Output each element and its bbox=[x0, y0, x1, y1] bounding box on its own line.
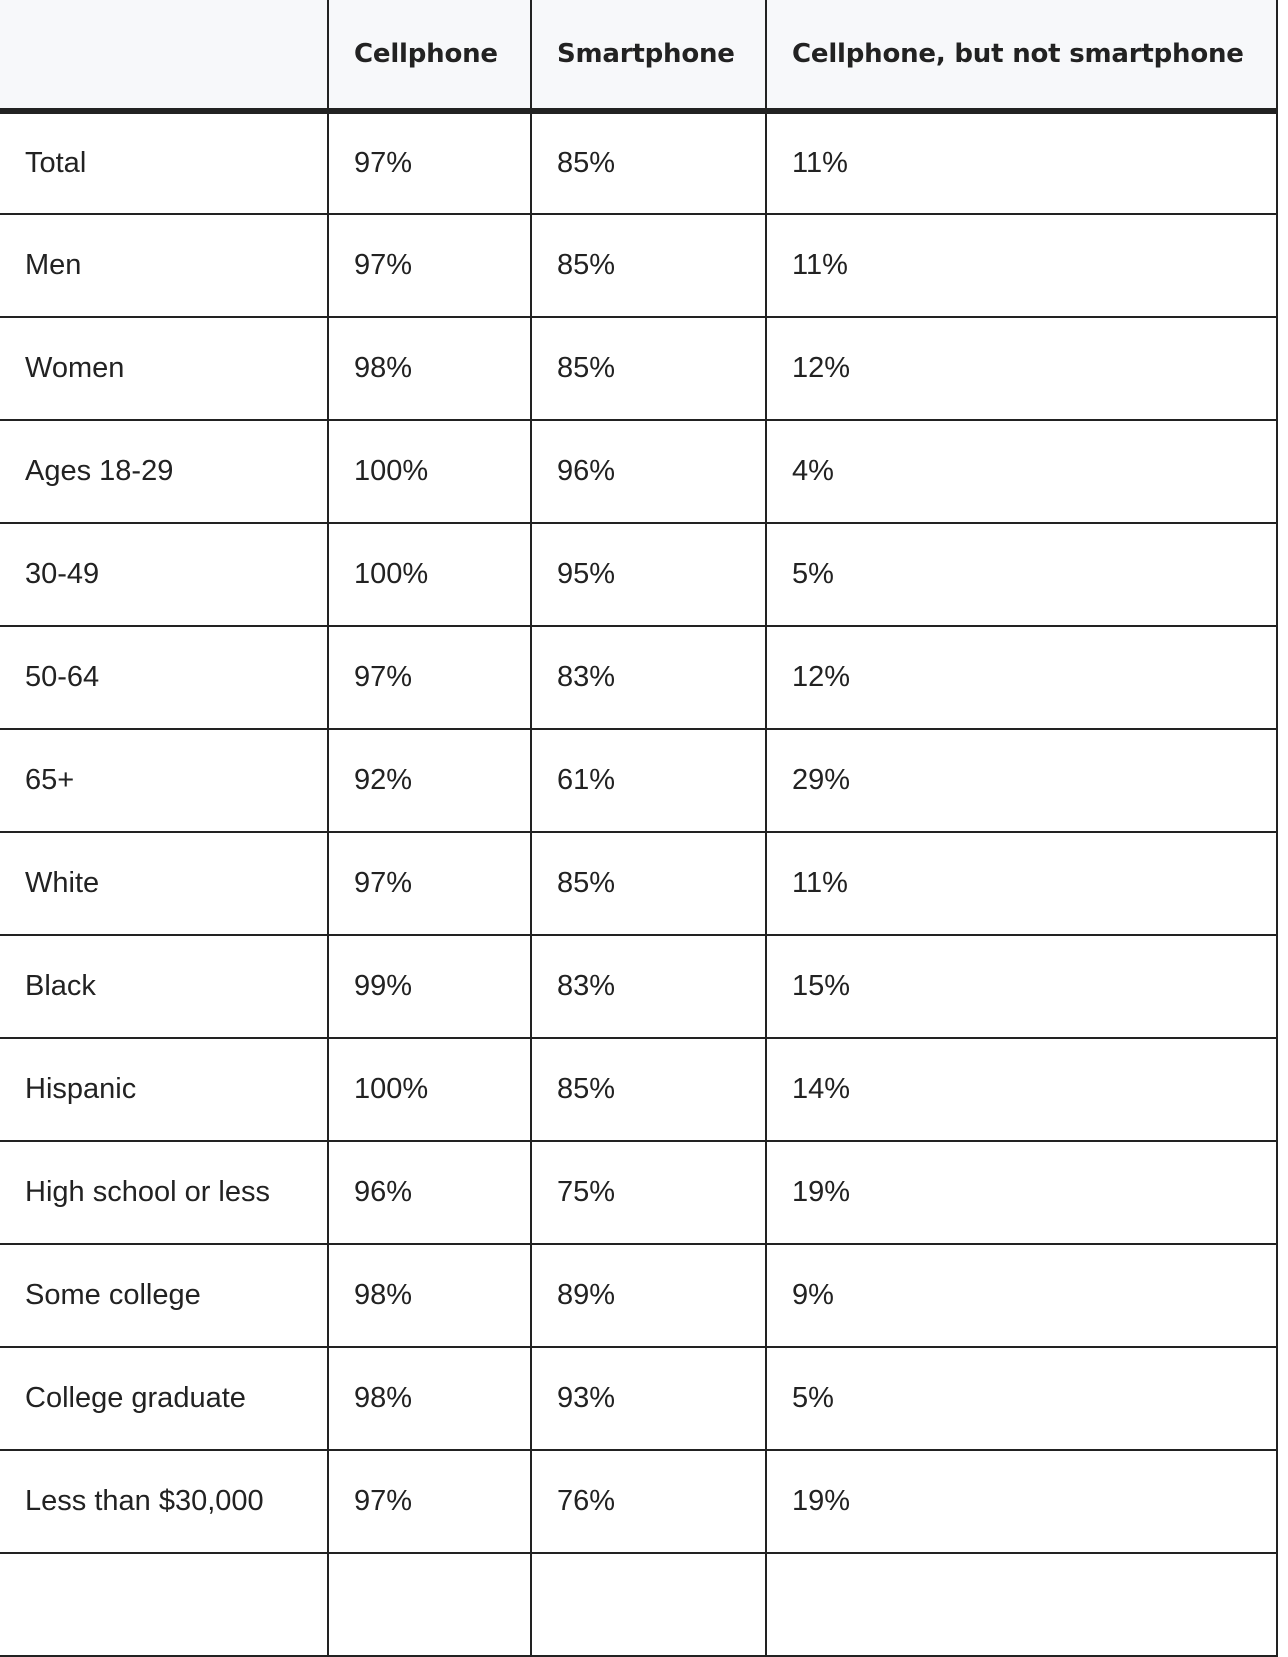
smartphone-value: 85% bbox=[530, 213, 767, 318]
row-label: 50-64 bbox=[0, 625, 329, 730]
cellphone-value: 100% bbox=[327, 1037, 532, 1142]
header-cellphone: Cellphone bbox=[327, 0, 532, 114]
table-row: Hispanic 100% 85% 14% bbox=[0, 1037, 1278, 1142]
cellphone-not-smartphone-value: 19% bbox=[765, 1449, 1278, 1554]
table-body: Total 97% 85% 11% Men 97% 85% 11% Women 98% 85% 12%… bbox=[0, 111, 1278, 1657]
cellphone-not-smartphone-value bbox=[765, 1552, 1278, 1657]
table-row: Less than $30,000 97% 76% 19% bbox=[0, 1449, 1278, 1554]
cellphone-value: 99% bbox=[327, 934, 532, 1039]
cellphone-value: 97% bbox=[327, 831, 532, 936]
smartphone-value: 85% bbox=[530, 831, 767, 936]
row-label: College graduate bbox=[0, 1346, 329, 1451]
row-label: Some college bbox=[0, 1243, 329, 1348]
cellphone-not-smartphone-value: 29% bbox=[765, 728, 1278, 833]
row-label: High school or less bbox=[0, 1140, 329, 1245]
row-label: Ages 18-29 bbox=[0, 419, 329, 524]
smartphone-value: 85% bbox=[530, 111, 767, 215]
smartphone-value: 85% bbox=[530, 316, 767, 421]
cellphone-value: 100% bbox=[327, 522, 532, 627]
cellphone-value: 98% bbox=[327, 1346, 532, 1451]
header-stub bbox=[0, 0, 329, 114]
smartphone-value: 83% bbox=[530, 934, 767, 1039]
smartphone-value bbox=[530, 1552, 767, 1657]
row-label: 65+ bbox=[0, 728, 329, 833]
table-header: Cellphone Smartphone Cellphone, but not … bbox=[0, 0, 1278, 114]
header-cellphone-not-smartphone: Cellphone, but not smartphone bbox=[765, 0, 1278, 114]
row-label: Black bbox=[0, 934, 329, 1039]
smartphone-value: 76% bbox=[530, 1449, 767, 1554]
cellphone-value: 97% bbox=[327, 111, 532, 215]
table-row: Men 97% 85% 11% bbox=[0, 213, 1278, 318]
cellphone-not-smartphone-value: 4% bbox=[765, 419, 1278, 524]
header-row: Cellphone Smartphone Cellphone, but not … bbox=[0, 0, 1278, 114]
row-label: Men bbox=[0, 213, 329, 318]
cellphone-not-smartphone-value: 12% bbox=[765, 625, 1278, 730]
cellphone-not-smartphone-value: 11% bbox=[765, 213, 1278, 318]
cellphone-not-smartphone-value: 14% bbox=[765, 1037, 1278, 1142]
row-label: 30-49 bbox=[0, 522, 329, 627]
cellphone-value: 100% bbox=[327, 419, 532, 524]
cellphone-value: 96% bbox=[327, 1140, 532, 1245]
row-label: Hispanic bbox=[0, 1037, 329, 1142]
table-row: Ages 18-29 100% 96% 4% bbox=[0, 419, 1278, 524]
table-row: High school or less 96% 75% 19% bbox=[0, 1140, 1278, 1245]
table-row bbox=[0, 1552, 1278, 1657]
smartphone-value: 96% bbox=[530, 419, 767, 524]
cellphone-value: 98% bbox=[327, 1243, 532, 1348]
table-row: Black 99% 83% 15% bbox=[0, 934, 1278, 1039]
smartphone-value: 75% bbox=[530, 1140, 767, 1245]
cellphone-not-smartphone-value: 12% bbox=[765, 316, 1278, 421]
table-row: 50-64 97% 83% 12% bbox=[0, 625, 1278, 730]
header-smartphone: Smartphone bbox=[530, 0, 767, 114]
cellphone-value: 98% bbox=[327, 316, 532, 421]
cellphone-value: 97% bbox=[327, 213, 532, 318]
smartphone-value: 85% bbox=[530, 1037, 767, 1142]
smartphone-value: 61% bbox=[530, 728, 767, 833]
table-row: Women 98% 85% 12% bbox=[0, 316, 1278, 421]
table-row: 30-49 100% 95% 5% bbox=[0, 522, 1278, 627]
table-row: Some college 98% 89% 9% bbox=[0, 1243, 1278, 1348]
cellphone-not-smartphone-value: 5% bbox=[765, 522, 1278, 627]
cellphone-value bbox=[327, 1552, 532, 1657]
smartphone-value: 83% bbox=[530, 625, 767, 730]
smartphone-value: 89% bbox=[530, 1243, 767, 1348]
smartphone-value: 93% bbox=[530, 1346, 767, 1451]
cellphone-not-smartphone-value: 11% bbox=[765, 111, 1278, 215]
row-label: Less than $30,000 bbox=[0, 1449, 329, 1554]
cellphone-not-smartphone-value: 11% bbox=[765, 831, 1278, 936]
row-label: Women bbox=[0, 316, 329, 421]
row-label bbox=[0, 1552, 329, 1657]
smartphone-value: 95% bbox=[530, 522, 767, 627]
cellphone-not-smartphone-value: 9% bbox=[765, 1243, 1278, 1348]
cellphone-not-smartphone-value: 5% bbox=[765, 1346, 1278, 1451]
cellphone-value: 97% bbox=[327, 625, 532, 730]
cellphone-value: 97% bbox=[327, 1449, 532, 1554]
table-row: White 97% 85% 11% bbox=[0, 831, 1278, 936]
table-row: 65+ 92% 61% 29% bbox=[0, 728, 1278, 833]
cellphone-not-smartphone-value: 15% bbox=[765, 934, 1278, 1039]
row-label: White bbox=[0, 831, 329, 936]
row-label: Total bbox=[0, 111, 329, 215]
table-row: College graduate 98% 93% 5% bbox=[0, 1346, 1278, 1451]
table-row: Total 97% 85% 11% bbox=[0, 111, 1278, 215]
cellphone-not-smartphone-value: 19% bbox=[765, 1140, 1278, 1245]
cellphone-value: 92% bbox=[327, 728, 532, 833]
